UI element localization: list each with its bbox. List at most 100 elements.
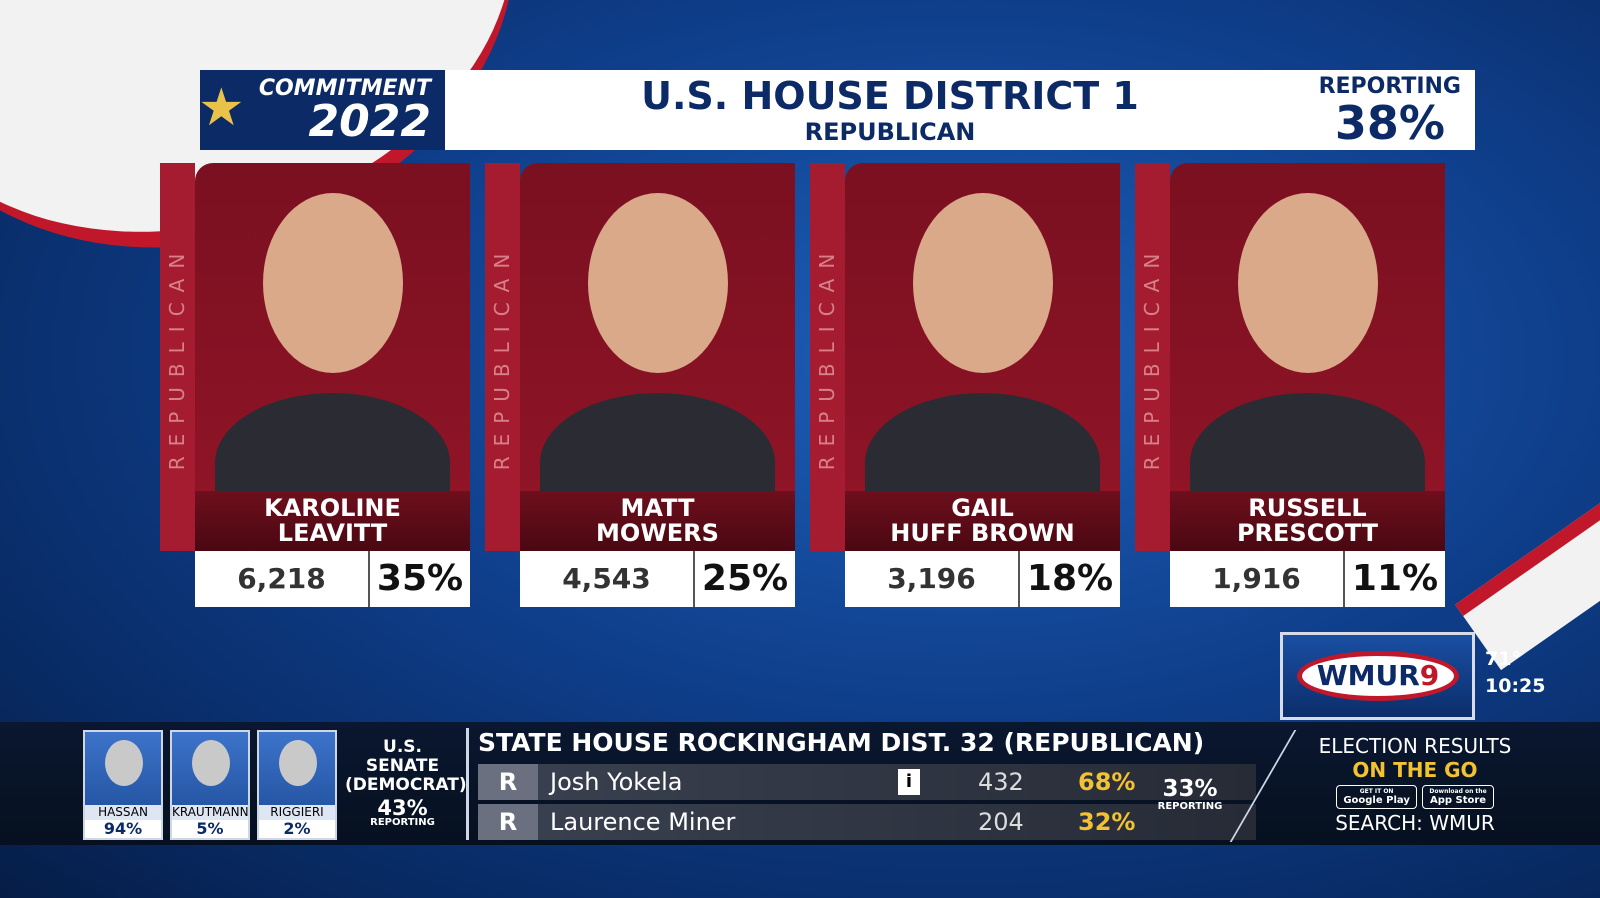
candidate-card: REPUBLICAN KAROLINE LEAVITT 6,218 35% xyxy=(160,163,470,608)
candidate-photo xyxy=(520,163,795,491)
candidate-photo xyxy=(845,163,1120,491)
name: Josh Yokela xyxy=(550,768,683,796)
reporting-label: REPORTING xyxy=(1157,801,1223,812)
party-label: REPUBLICAN xyxy=(490,243,514,471)
body-shape xyxy=(865,393,1100,491)
candidate-name: MATT MOWERS xyxy=(520,491,795,551)
name: Laurence Miner xyxy=(550,808,736,836)
body-shape xyxy=(540,393,775,491)
temperature: 71° xyxy=(1485,648,1521,670)
badge-small: GET IT ON xyxy=(1359,788,1394,795)
race-title: U.S. HOUSE DISTRICT 1 xyxy=(641,74,1139,118)
race-line: SENATE xyxy=(365,756,440,776)
vote-count: 4,543 xyxy=(520,551,695,607)
senate-name: KRAUTMANN xyxy=(172,805,249,820)
header: U.S. HOUSE DISTRICT 1 REPUBLICAN REPORTI… xyxy=(445,70,1475,150)
head-shape xyxy=(192,740,230,786)
senate-percent: 5% xyxy=(172,820,248,838)
vote-percent: 25% xyxy=(695,551,795,607)
vote-count: 3,196 xyxy=(845,551,1020,607)
result-row: R Laurence Miner 204 32% xyxy=(478,804,1256,840)
head-shape xyxy=(913,193,1053,373)
promo: ELECTION RESULTS ON THE GO GET IT ON Goog… xyxy=(1290,734,1540,835)
percent: 68% xyxy=(1078,768,1136,796)
party: R xyxy=(478,764,538,800)
first-name: MATT xyxy=(620,494,695,522)
result-row: R Josh Yokela i 432 68% xyxy=(478,764,1256,800)
first-name: GAIL xyxy=(951,494,1014,522)
senate-percent: 2% xyxy=(259,820,335,838)
party: R xyxy=(478,804,538,840)
candidate-name: GAIL HUFF BROWN xyxy=(845,491,1120,551)
head-shape xyxy=(105,740,143,786)
candidate-card: REPUBLICAN RUSSELL PRESCOTT 1,916 11% xyxy=(1135,163,1445,608)
vote-percent: 18% xyxy=(1020,551,1120,607)
party-strip xyxy=(1135,163,1170,551)
votes: 432 xyxy=(978,768,1024,796)
incumbent: i xyxy=(898,769,920,795)
senate-candidate: RIGGIERI 2% xyxy=(257,730,337,840)
first-name: KAROLINE xyxy=(264,494,401,522)
last-name: MOWERS xyxy=(596,519,719,547)
clock: 10:25 xyxy=(1485,675,1546,697)
body-shape xyxy=(1190,393,1425,491)
badge-text: App Store xyxy=(1429,795,1487,806)
last-name: HUFF BROWN xyxy=(890,519,1075,547)
promo-line: ELECTION RESULTS xyxy=(1318,734,1512,758)
brand-line: COMMITMENT xyxy=(258,76,431,101)
head-shape xyxy=(1238,193,1378,373)
percent: 32% xyxy=(1078,808,1136,836)
reporting-label: REPORTING xyxy=(370,817,435,828)
logo-text: WMUR xyxy=(1316,659,1420,692)
reporting-value: 38% xyxy=(1334,96,1445,150)
logo-oval: WMUR9 xyxy=(1297,651,1459,701)
race-line: U.S. xyxy=(383,737,422,757)
vote-percent: 35% xyxy=(370,551,470,607)
vote-count: 6,218 xyxy=(195,551,370,607)
station-logo: WMUR9 xyxy=(1280,632,1475,720)
senate-name: RIGGIERI xyxy=(259,805,335,820)
head-shape xyxy=(279,740,317,786)
promo-search: SEARCH: WMUR xyxy=(1335,811,1495,835)
party-label: REPUBLICAN xyxy=(1140,243,1164,471)
candidate-photo xyxy=(195,163,470,491)
divider xyxy=(466,728,469,840)
brand-box: COMMITMENT 2022 xyxy=(200,70,445,150)
candidate-photo xyxy=(1170,163,1445,491)
google-play-badge: GET IT ON Google Play xyxy=(1336,785,1417,809)
party-label: REPUBLICAN xyxy=(165,243,189,471)
senate-name: HASSAN xyxy=(85,805,161,820)
votes: 204 xyxy=(978,808,1024,836)
reporting-label: REPORTING xyxy=(1318,74,1461,99)
party-label: REPUBLICAN xyxy=(815,243,839,471)
body-shape xyxy=(215,393,450,491)
senate-candidate: HASSAN 94% xyxy=(83,730,163,840)
vote-percent: 11% xyxy=(1345,551,1445,607)
badge-text: Google Play xyxy=(1343,795,1410,806)
party-strip xyxy=(810,163,845,551)
race-party: REPUBLICAN xyxy=(804,118,976,146)
swoosh xyxy=(1455,489,1600,671)
senate-candidate: KRAUTMANN 5% xyxy=(170,730,250,840)
candidate-name: RUSSELL PRESCOTT xyxy=(1170,491,1445,551)
senate-percent: 94% xyxy=(85,820,161,838)
race-line: (DEMOCRAT) xyxy=(345,775,467,795)
app-store-badge: Download on the App Store xyxy=(1422,785,1494,809)
first-name: RUSSELL xyxy=(1248,494,1367,522)
state-house-title: STATE HOUSE ROCKINGHAM DIST. 32 (REPUBLI… xyxy=(478,728,1205,757)
head-shape xyxy=(588,193,728,373)
candidate-name: KAROLINE LEAVITT xyxy=(195,491,470,551)
badge-small: Download on the xyxy=(1429,788,1487,795)
last-name: PRESCOTT xyxy=(1236,519,1379,547)
brand-year: 2022 xyxy=(308,96,431,147)
candidate-card: REPUBLICAN MATT MOWERS 4,543 25% xyxy=(485,163,795,608)
star-icon: ★ xyxy=(198,78,245,138)
vote-count: 1,916 xyxy=(1170,551,1345,607)
state-house-reporting: 33% REPORTING xyxy=(1150,776,1230,812)
reporting-value: 33% xyxy=(1162,776,1218,802)
head-shape xyxy=(263,193,403,373)
senate-reporting: 43% xyxy=(377,796,428,820)
last-name: LEAVITT xyxy=(277,519,388,547)
party-strip xyxy=(160,163,195,551)
